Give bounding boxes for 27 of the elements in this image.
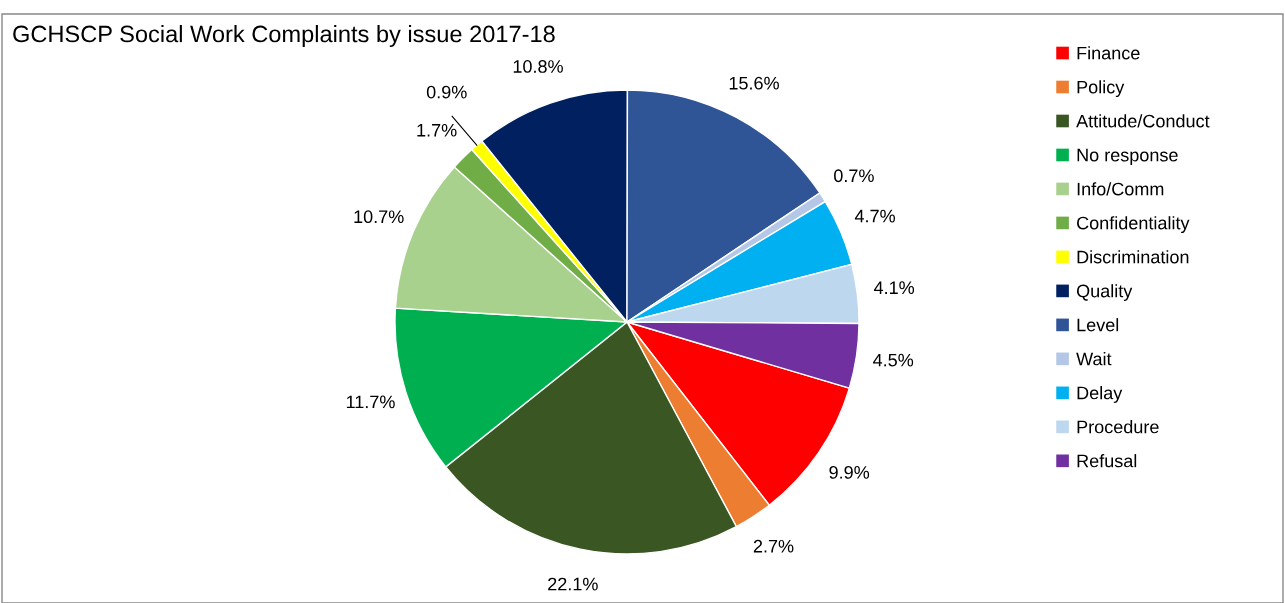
data-label: 10.7%: [354, 210, 404, 224]
data-label: 9.9%: [829, 465, 870, 479]
data-label: 0.7%: [834, 169, 874, 183]
data-label: 0.9%: [426, 85, 467, 99]
data-label: 10.8%: [513, 60, 563, 73]
legend-label: Refusal: [1077, 454, 1137, 468]
legend-label: Confidentiality: [1077, 216, 1190, 233]
legend-label: Delay: [1077, 386, 1123, 403]
legend-label: Finance: [1077, 46, 1140, 60]
data-label: 2.7%: [753, 539, 794, 553]
data-label: 4.5%: [873, 353, 914, 367]
legend-label: Procedure: [1077, 420, 1159, 434]
legend-label: Attitude/Conduct: [1076, 114, 1210, 128]
legend-label: No response: [1077, 148, 1178, 166]
chart-title: GCHSCP Social Work Complaints by issue 2017-18: [13, 25, 555, 47]
data-label: 4.1%: [873, 281, 915, 294]
data-label: 22.1%: [548, 577, 598, 591]
data-label: 11.7%: [346, 395, 395, 409]
legend-label: Level: [1077, 318, 1119, 332]
legend-label: Quality: [1076, 284, 1133, 301]
legend-label: Info/Comm: [1077, 182, 1164, 196]
legend-label: Policy: [1077, 80, 1125, 98]
data-label: 15.6%: [729, 76, 779, 90]
data-label: 4.7%: [854, 209, 895, 223]
legend-label: Discrimination: [1077, 250, 1189, 264]
data-label: 1.7%: [417, 123, 457, 137]
legend-label: Wait: [1076, 352, 1112, 366]
